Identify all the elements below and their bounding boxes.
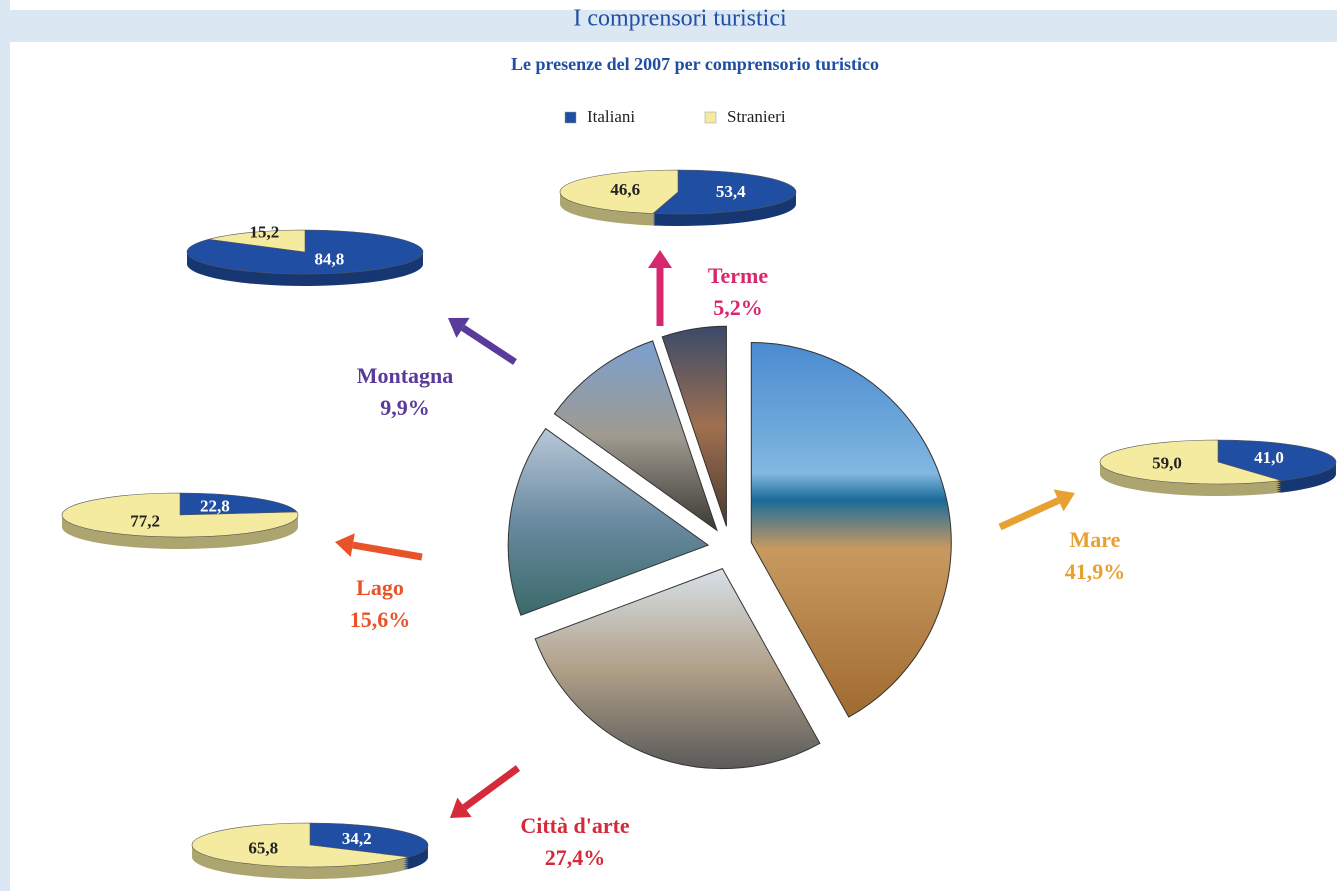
arrow-shaft: [998, 497, 1061, 531]
arrow-shaft: [461, 324, 517, 365]
mini-pie-slice: [1099, 439, 1282, 485]
title-bar: [10, 10, 1337, 42]
mini-pie-slice: [179, 492, 298, 516]
pie-slice: [750, 341, 952, 718]
category-label: Città d'arte: [520, 813, 630, 838]
mini-pie-value-label: 22,8: [200, 496, 230, 515]
mini-pie-value-label: 34,2: [342, 829, 372, 848]
mini-pie-slice: [559, 169, 679, 214]
mini-pie-value-label: 77,2: [130, 511, 160, 530]
mini-pie-value-label: 65,8: [248, 839, 278, 858]
mini-pie-value-label: 15,2: [249, 222, 279, 241]
mini-pie-value-label: 46,6: [610, 180, 640, 199]
chart-title: Le presenze del 2007 per comprensorio tu…: [511, 54, 879, 74]
slice-value-label: 41,9%: [1065, 559, 1126, 584]
arrow-head: [335, 533, 355, 557]
pie-slice: [553, 340, 718, 532]
slice-value-label: 9,9%: [380, 395, 430, 420]
legend-label: Stranieri: [727, 107, 786, 126]
category-label: Mare: [1070, 527, 1121, 552]
mini-pie-slice: [208, 229, 306, 253]
pie-slice: [507, 427, 710, 616]
arrow-head: [1053, 489, 1075, 512]
arrow-head: [448, 317, 470, 338]
pie-slice: [534, 568, 821, 770]
pie-slice: [661, 325, 727, 527]
arrow-head: [450, 797, 472, 818]
page-title: I comprensori turistici: [573, 6, 787, 32]
mini-pie-slice: [191, 822, 409, 868]
legend: Italiani Stranieri: [564, 107, 786, 126]
category-label: Lago: [356, 575, 404, 600]
category-label: Montagna: [357, 363, 454, 388]
side-strip: [0, 0, 10, 891]
legend-swatch: [704, 111, 717, 124]
slice-value-label: 15,6%: [350, 607, 411, 632]
mini-pie-value-label: 41,0: [1254, 448, 1284, 467]
mini-pie-slice: [61, 492, 299, 538]
arrow-shaft: [462, 765, 521, 811]
legend-swatch: [564, 111, 577, 124]
mini-pie-value-label: 84,8: [315, 250, 345, 269]
slice-value-label: 5,2%: [713, 295, 763, 320]
slice-value-label: 27,4%: [545, 845, 606, 870]
legend-label: Italiani: [587, 107, 635, 126]
mini-pie-slice: [652, 169, 797, 215]
mini-pie-value-label: 53,4: [716, 182, 746, 201]
arrow-head: [648, 250, 672, 268]
mini-pie-value-label: 59,0: [1152, 454, 1182, 473]
category-label: Terme: [708, 263, 769, 288]
arrow-shaft: [352, 541, 423, 561]
